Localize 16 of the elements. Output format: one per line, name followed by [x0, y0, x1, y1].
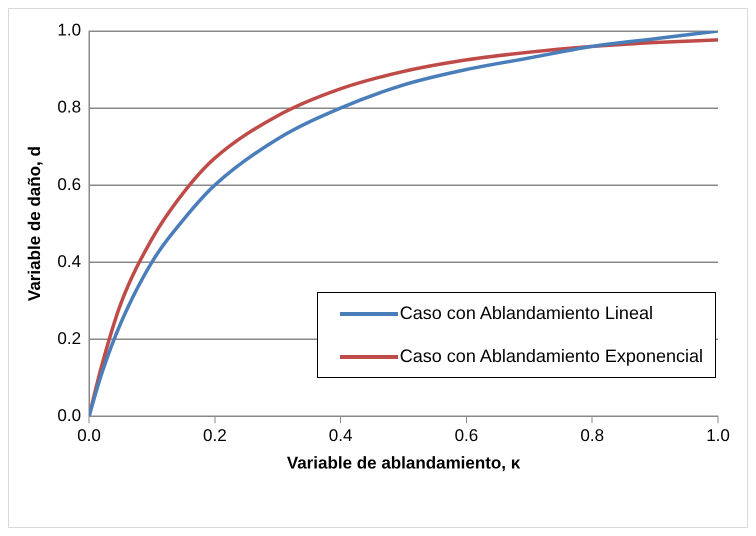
x-tick-label: 0.4 [328, 426, 352, 446]
y-tick-label: 0.4 [57, 252, 82, 271]
x-tick-label: 0.8 [580, 426, 604, 446]
y-axis-title: Variable de daño, d [24, 146, 44, 302]
x-tick-label: 0.2 [203, 426, 227, 446]
x-tick-label: 1.0 [706, 426, 730, 446]
x-axis-title: Variable de ablandamiento, κ [286, 453, 521, 472]
x-tick-label: 0.6 [454, 426, 478, 446]
y-tick-label: 0.6 [57, 174, 82, 194]
y-tick-label: 1.0 [57, 20, 82, 40]
y-tick-label: 0.0 [57, 406, 82, 425]
y-tick-label: 0.2 [57, 328, 82, 348]
y-tick-label: 0.8 [57, 98, 82, 117]
x-tick-label: 0.0 [77, 426, 101, 446]
legend-label: Caso con Ablandamiento Exponencial [400, 346, 703, 368]
legend-label: Caso con Ablandamiento Lineal [400, 303, 653, 324]
